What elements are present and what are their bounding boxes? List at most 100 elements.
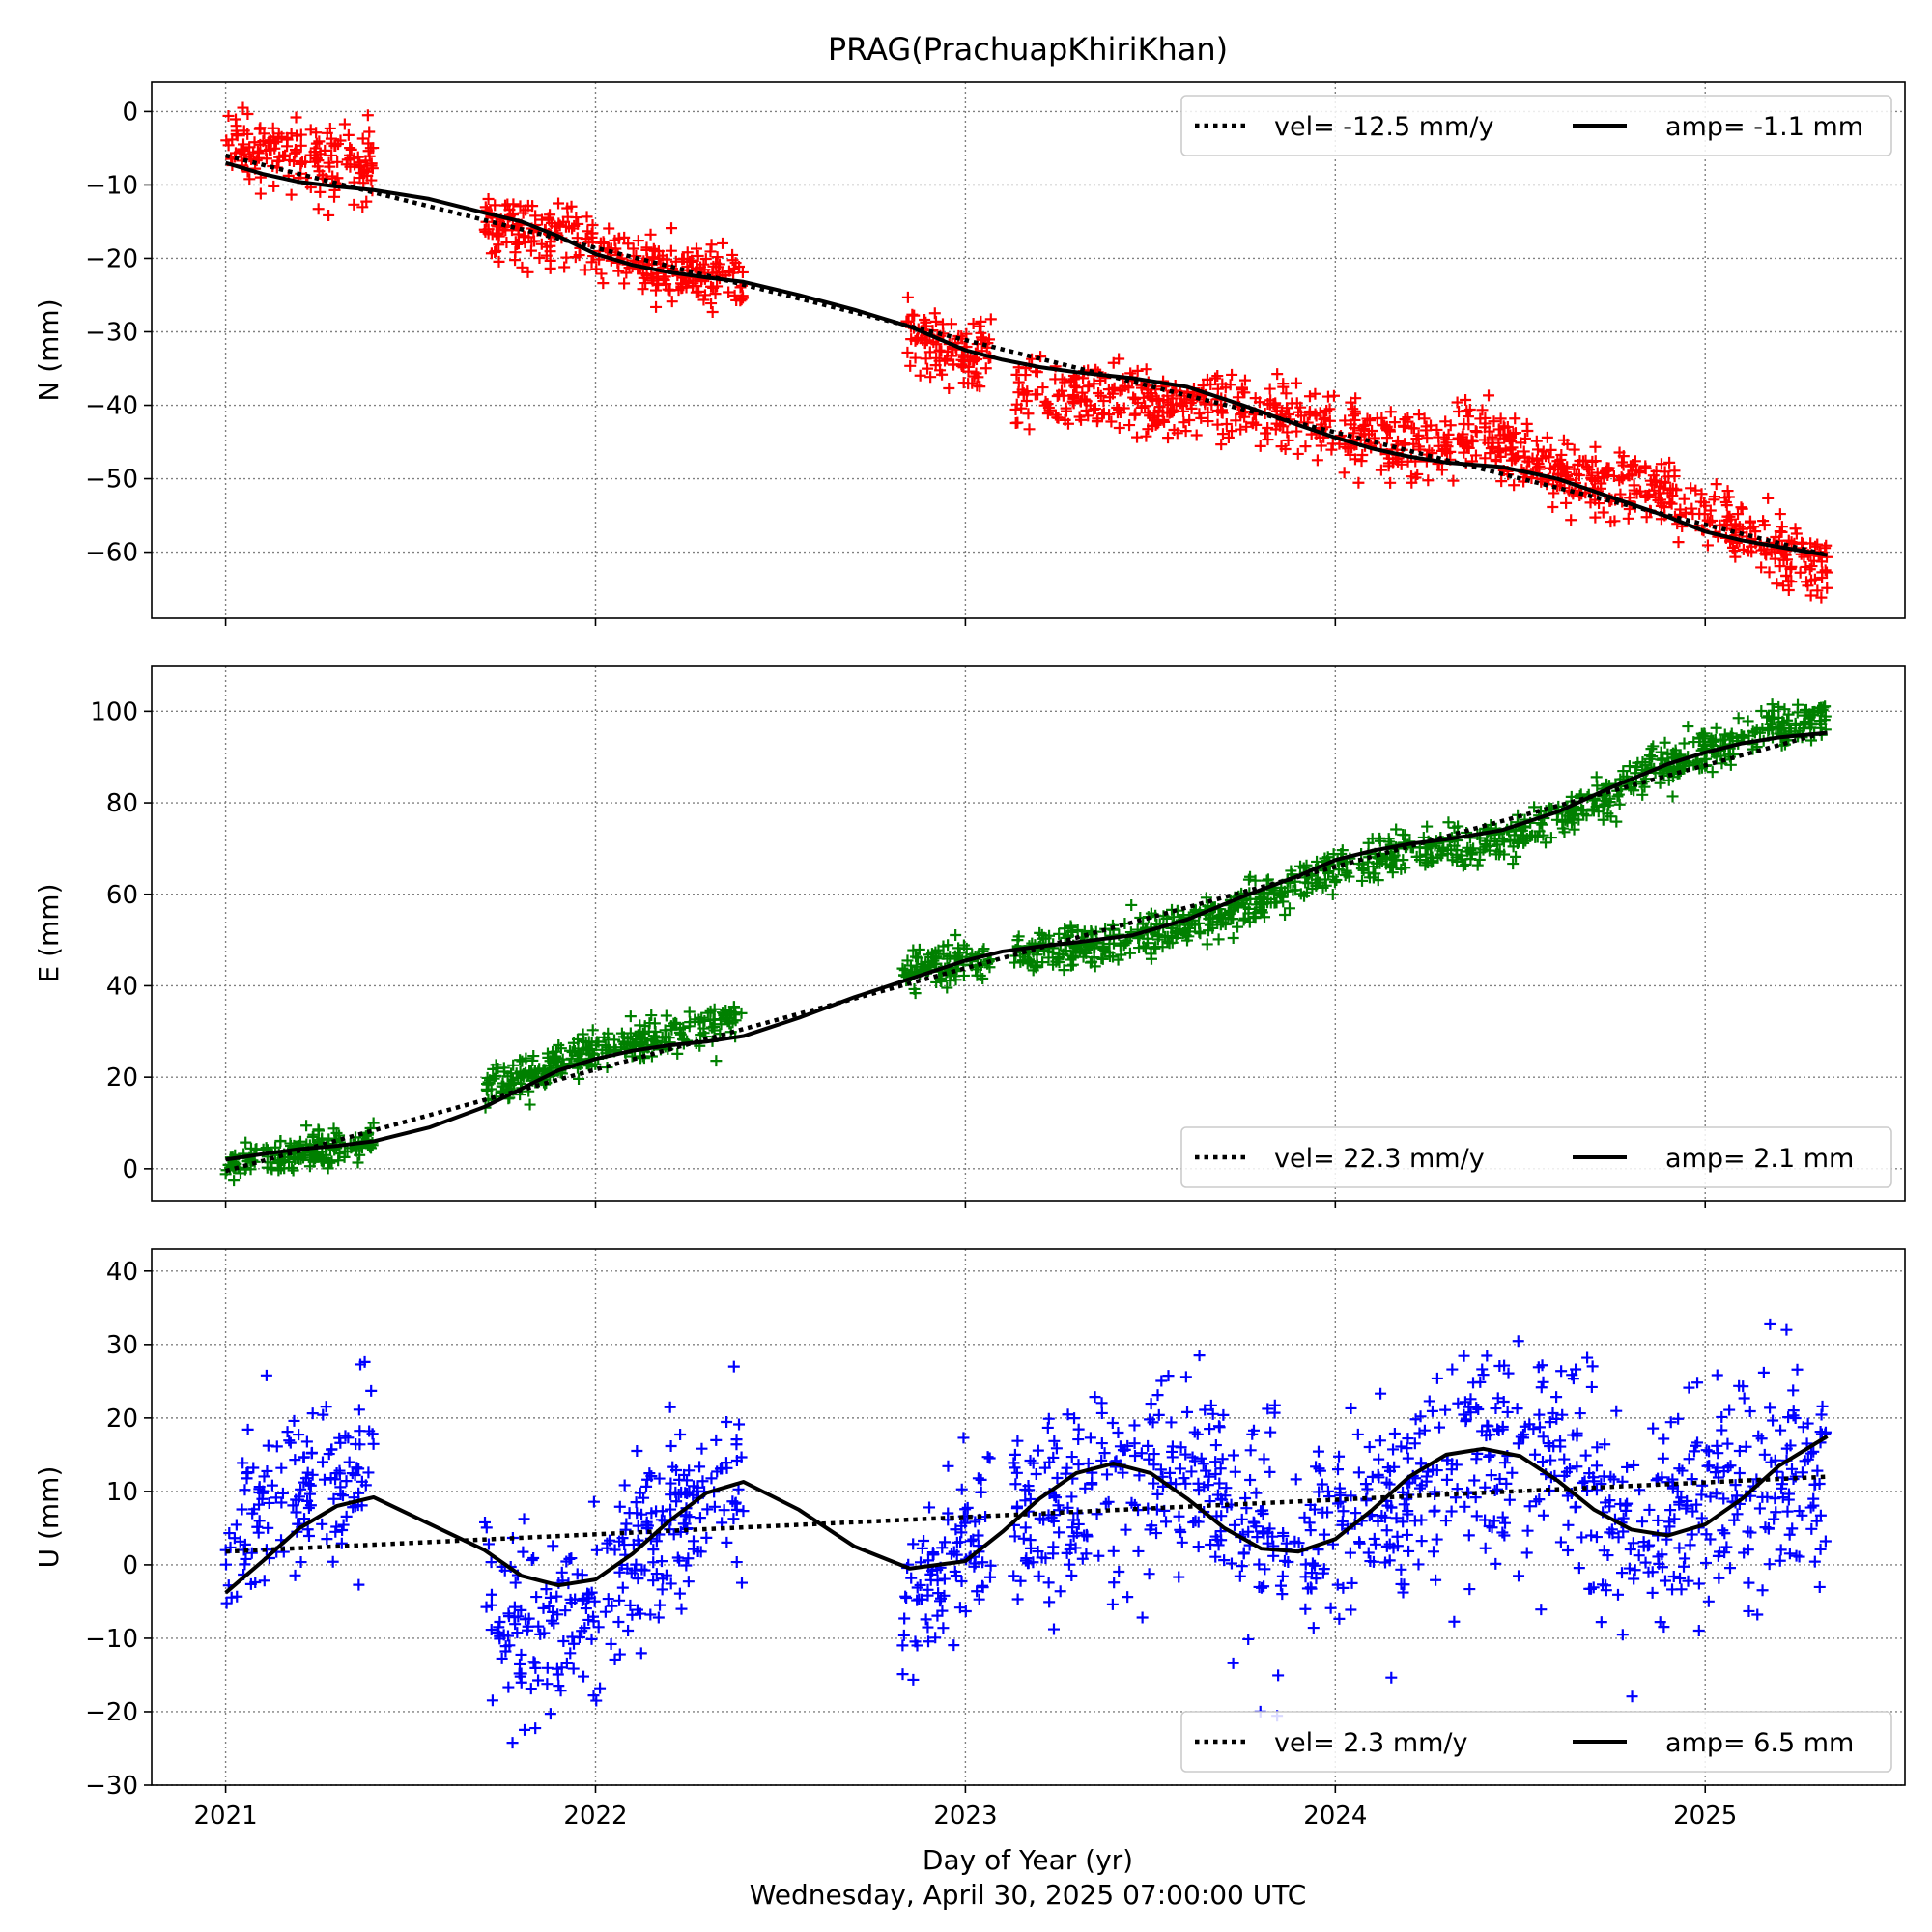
data-point <box>1009 1448 1021 1461</box>
data-point <box>548 1617 560 1630</box>
data-point <box>1067 1530 1080 1543</box>
data-point <box>1463 404 1476 416</box>
data-point <box>1024 1492 1037 1505</box>
data-point <box>1318 1528 1330 1541</box>
seasonal-fit-line <box>224 1435 1829 1595</box>
data-point <box>1414 854 1427 867</box>
data-point <box>295 1483 307 1495</box>
data-point <box>631 1444 643 1457</box>
data-point <box>1797 1421 1809 1434</box>
data-point <box>1281 402 1293 414</box>
data-point <box>509 1618 522 1631</box>
data-point <box>1802 580 1814 592</box>
data-point <box>1033 1570 1045 1582</box>
data-point <box>1790 1549 1803 1562</box>
fit-lines <box>224 1435 1829 1595</box>
data-point <box>1535 1381 1548 1394</box>
data-point <box>1448 1615 1461 1628</box>
data-point <box>1479 1542 1492 1554</box>
data-point <box>485 1556 497 1569</box>
data-point <box>1299 440 1312 453</box>
data-point <box>1807 1499 1820 1512</box>
data-point <box>1267 1549 1280 1562</box>
data-point <box>1719 728 1731 741</box>
legend: vel= -12.5 mm/y amp= -1.1 mm <box>1180 95 1892 156</box>
data-point <box>1561 1545 1574 1557</box>
data-point <box>499 1640 512 1653</box>
data-point <box>490 1069 502 1082</box>
data-point <box>1509 412 1521 425</box>
data-point <box>532 1620 545 1633</box>
data-point <box>1339 869 1351 882</box>
data-point <box>1728 545 1741 557</box>
data-point <box>1244 1444 1257 1457</box>
data-point <box>353 1578 365 1591</box>
data-point <box>626 1608 639 1621</box>
data-point <box>687 280 699 293</box>
data-point <box>1399 829 1411 841</box>
data-point <box>1497 836 1510 848</box>
data-point <box>1127 391 1140 404</box>
data-point <box>1299 1571 1312 1583</box>
data-point <box>545 1614 557 1627</box>
data-point <box>1698 753 1711 766</box>
data-point <box>1020 1552 1033 1565</box>
data-point <box>338 118 351 130</box>
data-point <box>1019 369 1032 382</box>
data-point <box>673 1587 686 1600</box>
data-point <box>1211 1489 1224 1501</box>
data-point <box>554 1685 567 1697</box>
data-point <box>1216 1453 1229 1465</box>
data-point <box>1644 474 1657 487</box>
data-point <box>1337 1581 1350 1594</box>
data-point <box>1292 447 1304 460</box>
data-point <box>1236 1560 1248 1573</box>
data-point <box>1574 1407 1586 1420</box>
data-point <box>922 362 934 375</box>
data-point <box>1564 807 1577 819</box>
data-point <box>1052 952 1065 965</box>
data-point <box>1222 431 1235 443</box>
data-point <box>1545 832 1557 844</box>
data-point <box>1701 539 1714 552</box>
data-point <box>1498 848 1511 861</box>
data-point <box>898 964 911 977</box>
data-point <box>1537 1431 1549 1443</box>
data-point <box>920 1613 932 1626</box>
data-point <box>1421 432 1434 444</box>
data-point <box>1065 1451 1078 1463</box>
data-point <box>1193 925 1206 938</box>
data-point <box>485 1588 497 1601</box>
data-point <box>1333 1612 1346 1625</box>
data-point <box>1361 412 1374 425</box>
data-point <box>1544 1416 1556 1429</box>
data-point <box>1268 1399 1281 1411</box>
data-point <box>362 1466 375 1479</box>
data-point <box>316 1518 328 1530</box>
data-point <box>1526 829 1539 841</box>
data-point <box>530 1591 543 1604</box>
data-point <box>1541 431 1553 443</box>
data-point <box>559 1605 572 1617</box>
data-point <box>493 1621 505 1634</box>
data-point <box>1174 1463 1186 1475</box>
data-point <box>567 1662 580 1675</box>
data-point <box>1490 1403 1502 1415</box>
seasonal-fit-line <box>225 160 1828 557</box>
data-point <box>1337 1505 1350 1518</box>
data-point <box>1535 1604 1548 1616</box>
data-point <box>1702 1595 1715 1607</box>
data-point <box>1664 1416 1677 1429</box>
data-point <box>1744 1405 1756 1417</box>
data-point <box>1781 714 1794 726</box>
data-point <box>1384 476 1397 489</box>
data-point <box>1597 1578 1609 1591</box>
data-point <box>270 135 282 148</box>
data-point <box>967 318 980 330</box>
data-point <box>660 1031 672 1043</box>
data-point <box>1441 847 1454 860</box>
data-point <box>1498 1359 1511 1372</box>
data-point <box>222 109 235 122</box>
data-point <box>914 369 926 382</box>
data-point <box>1691 755 1704 768</box>
